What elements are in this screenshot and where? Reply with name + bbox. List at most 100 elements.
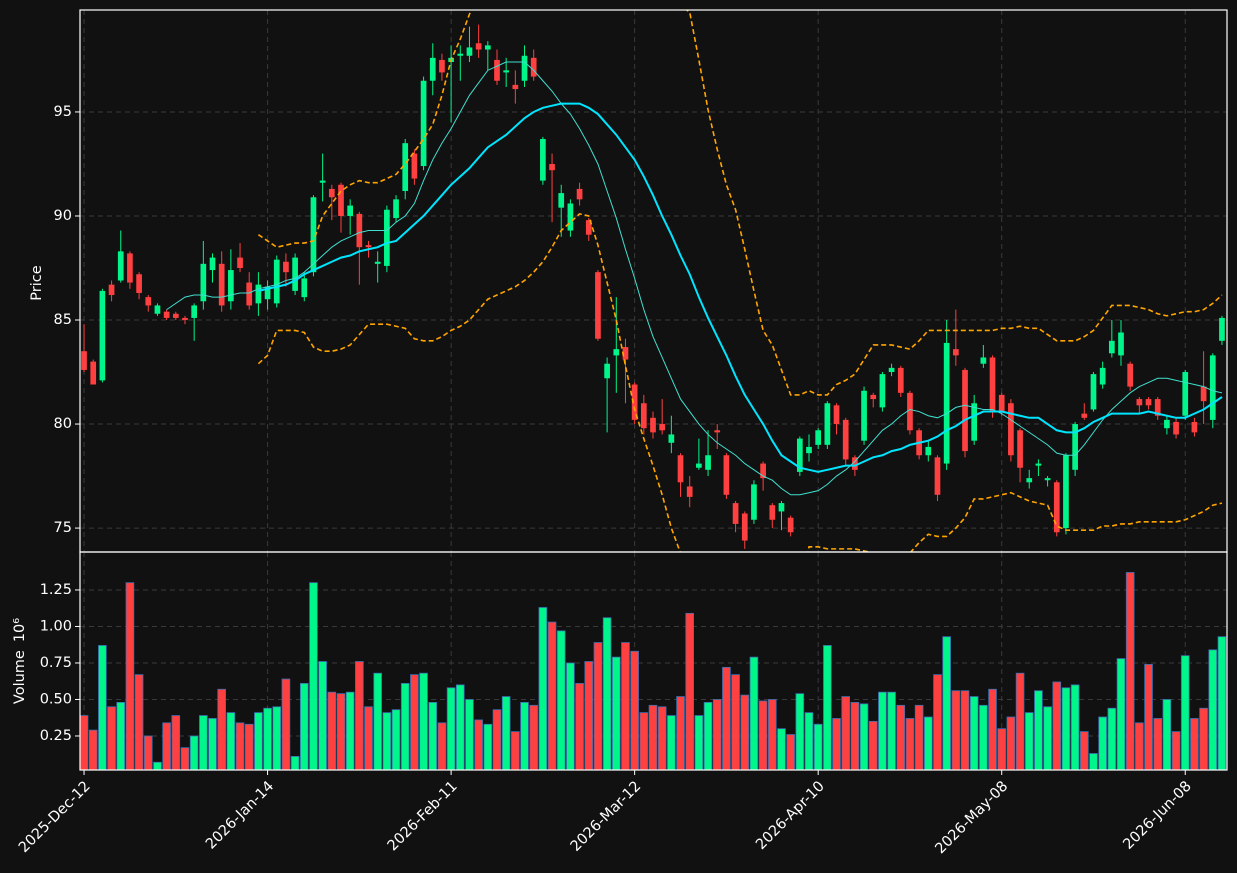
candle-body (512, 84, 519, 90)
volume-frame (79, 551, 1228, 771)
volume-bar (979, 704, 988, 771)
volume-bar (621, 642, 630, 771)
volume-bar (593, 642, 603, 771)
candle-body (723, 455, 730, 495)
volume-bar (355, 661, 364, 771)
volume-bar (1080, 731, 1089, 771)
volume-bar (1135, 722, 1144, 771)
volume-bar (923, 716, 933, 771)
volume-bar (162, 722, 171, 771)
candle-body (90, 361, 97, 385)
candle-body (677, 455, 684, 483)
candle-body (705, 455, 711, 470)
candle-body (640, 403, 647, 429)
volume-bar (1015, 672, 1025, 771)
candle-body (255, 284, 262, 304)
volume-bar (859, 703, 869, 771)
candle-body (136, 274, 142, 293)
volume-bar (1006, 716, 1016, 771)
candle-body (237, 257, 243, 268)
volume-axis-label: Volume 10⁶ (12, 618, 28, 704)
candle-body (989, 357, 996, 412)
volume-bar (685, 612, 695, 771)
volume-bar (483, 723, 493, 771)
candle-body (356, 213, 363, 248)
candle-body (246, 282, 253, 306)
volume-bar (511, 731, 520, 771)
volume-bar (1052, 681, 1062, 771)
candle-body (1136, 399, 1143, 406)
candle-body (292, 257, 298, 291)
candle-body (998, 394, 1005, 412)
indicator-lines (166, 10, 1223, 552)
candle-body (1191, 421, 1198, 433)
volume-exponent: 10⁶ (12, 618, 28, 642)
indicator-line (166, 61, 1223, 496)
candle-body (393, 199, 399, 219)
volume-bar (749, 656, 759, 771)
volume-bar (630, 650, 639, 771)
volume-bar (933, 674, 942, 771)
volume-bar (199, 715, 208, 771)
candle-body (567, 203, 574, 231)
volume-bar (153, 761, 162, 771)
candle-body (182, 317, 188, 321)
volume-bar (1208, 649, 1218, 771)
candle-body (1026, 478, 1033, 483)
volume-bar (823, 645, 832, 771)
volume-bar (740, 694, 750, 771)
candle-body (1044, 478, 1051, 481)
candle-body (650, 417, 656, 433)
volume-bar (997, 728, 1007, 771)
volume-bar (538, 607, 548, 771)
volume-bar (878, 691, 887, 771)
candle-body (475, 43, 482, 50)
candle-body (1164, 419, 1170, 429)
candle-body (879, 374, 886, 408)
candle-body (852, 457, 858, 470)
volume-bar (676, 696, 685, 771)
volume-bar (529, 704, 538, 771)
candle-body (751, 484, 757, 520)
volume-bar (1070, 684, 1080, 771)
candle-body (907, 392, 913, 431)
candle-body (429, 57, 436, 81)
volume-bar (345, 691, 355, 771)
volume-bar (492, 709, 502, 771)
volume-bar (942, 636, 951, 771)
volume-bar (501, 696, 511, 771)
candle-body (824, 403, 831, 445)
volume-bar (712, 699, 722, 771)
volume-bar (116, 701, 126, 771)
candle-body (1145, 399, 1152, 406)
candle-body (273, 259, 280, 304)
volume-tick-label: 0.25 (40, 728, 72, 744)
candle-body (1154, 399, 1161, 416)
volume-bar (134, 674, 144, 771)
volume-bar (226, 712, 236, 771)
volume-bar (1199, 707, 1208, 771)
candle-body (980, 357, 987, 364)
volume-bar (327, 691, 337, 771)
candle-body (521, 55, 528, 81)
volume-bar (850, 701, 860, 771)
volume-bar (98, 645, 107, 771)
candle-body (1053, 482, 1060, 533)
volume-bar (1162, 699, 1172, 771)
volume-bar (969, 696, 979, 771)
volume-bar (1171, 731, 1181, 771)
candle-body (81, 351, 87, 370)
candle-body (613, 349, 620, 356)
candle-body (897, 367, 904, 393)
volume-bar (1098, 716, 1107, 771)
candle-body (163, 311, 170, 318)
candle-body (365, 245, 372, 248)
candle-body (200, 263, 207, 302)
candle-body (328, 188, 335, 198)
candle-body (842, 419, 849, 460)
candle-body (172, 313, 179, 318)
candles (81, 24, 1225, 549)
volume-bar (914, 704, 924, 771)
volume-bar (382, 712, 392, 771)
candle-body (952, 349, 959, 356)
